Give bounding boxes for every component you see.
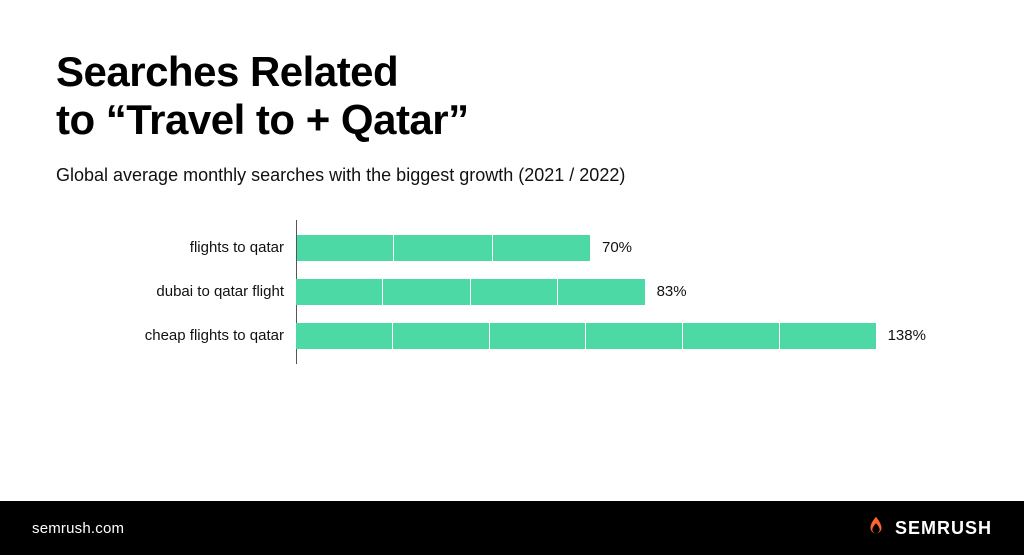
bar-label: cheap flights to qatar [116,327,296,344]
bar-segment [586,323,683,349]
fire-icon [865,515,887,542]
bar [296,279,645,305]
page-subtitle: Global average monthly searches with the… [56,165,968,186]
title-line-1: Searches Related [56,48,398,95]
bar-segment [296,235,394,261]
chart-rows: flights to qatar 70% dubai to qatar flight… [116,226,968,358]
bar-segment [493,235,590,261]
chart-row: dubai to qatar flight 83% [116,270,968,314]
bar-segment [394,235,492,261]
bar [296,235,590,261]
chart-row: flights to qatar 70% [116,226,968,270]
bar-label: flights to qatar [116,239,296,256]
bar-area: 83% [296,270,968,314]
bar-segment [383,279,470,305]
bar-value: 83% [657,283,687,300]
bar-area: 70% [296,226,968,270]
bar-value: 70% [602,239,632,256]
bar-segment [471,279,558,305]
footer-bar: semrush.com SEMRUSH [0,501,1024,555]
bar-segment [296,323,393,349]
brand-name: SEMRUSH [895,518,992,539]
chart-row: cheap flights to qatar 138% [116,314,968,358]
infographic-page: Searches Related to “Travel to + Qatar” … [0,0,1024,555]
brand-block: SEMRUSH [865,515,992,542]
page-title: Searches Related to “Travel to + Qatar” [56,48,968,145]
bar-segment [296,279,383,305]
footer-url: semrush.com [32,520,124,537]
bar-area: 138% [296,314,968,358]
bar-segment [683,323,780,349]
title-line-2: to “Travel to + Qatar” [56,96,469,143]
bar-label: dubai to qatar flight [116,283,296,300]
bar-segment [393,323,490,349]
bar-chart: flights to qatar 70% dubai to qatar flight… [56,226,968,358]
content-area: Searches Related to “Travel to + Qatar” … [0,0,1024,358]
bar [296,323,876,349]
bar-segment [490,323,587,349]
bar-segment [780,323,876,349]
bar-segment [558,279,644,305]
bar-value: 138% [888,327,926,344]
